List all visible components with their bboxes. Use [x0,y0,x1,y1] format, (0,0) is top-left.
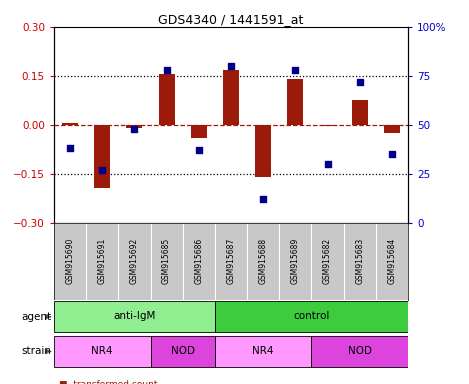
Point [388,151,396,157]
Text: GSM915692: GSM915692 [130,238,139,284]
Bar [191,125,207,138]
Point [259,196,267,202]
Text: strain: strain [22,346,52,356]
Bar [54,301,215,332]
Bar [215,301,408,332]
Point [292,67,299,73]
Bar [126,125,143,128]
Point [324,161,331,167]
Point [356,79,363,85]
Bar [62,123,78,125]
Text: GSM915685: GSM915685 [162,238,171,284]
Text: GSM915690: GSM915690 [66,238,75,284]
Text: GSM915691: GSM915691 [98,238,107,284]
Bar [352,100,368,125]
Text: control: control [293,311,330,321]
Bar [54,336,151,367]
Text: NR4: NR4 [252,346,274,356]
Bar [151,336,215,367]
Bar [287,79,303,125]
Text: GSM915689: GSM915689 [291,238,300,284]
Point [195,147,203,153]
Text: agent: agent [22,312,52,322]
Text: GSM915684: GSM915684 [387,238,396,284]
Bar [94,125,110,189]
Bar [223,70,239,125]
Text: ■  transformed count: ■ transformed count [59,380,157,384]
Point [227,63,234,69]
Bar [215,336,311,367]
Point [98,167,106,173]
Title: GDS4340 / 1441591_at: GDS4340 / 1441591_at [159,13,303,26]
Point [66,145,74,151]
Text: GSM915682: GSM915682 [323,238,332,284]
Text: GSM915686: GSM915686 [194,238,203,284]
Text: NOD: NOD [171,346,195,356]
Text: NR4: NR4 [91,346,113,356]
Text: anti-IgM: anti-IgM [113,311,156,321]
Text: GSM915687: GSM915687 [227,238,235,284]
Bar [384,125,400,133]
Bar [159,74,174,125]
Text: GSM915688: GSM915688 [259,238,268,284]
Bar [319,125,336,126]
Bar [311,336,408,367]
Bar [255,125,271,177]
Text: GSM915683: GSM915683 [355,238,364,284]
Point [163,67,170,73]
Text: NOD: NOD [348,346,372,356]
Point [131,126,138,132]
